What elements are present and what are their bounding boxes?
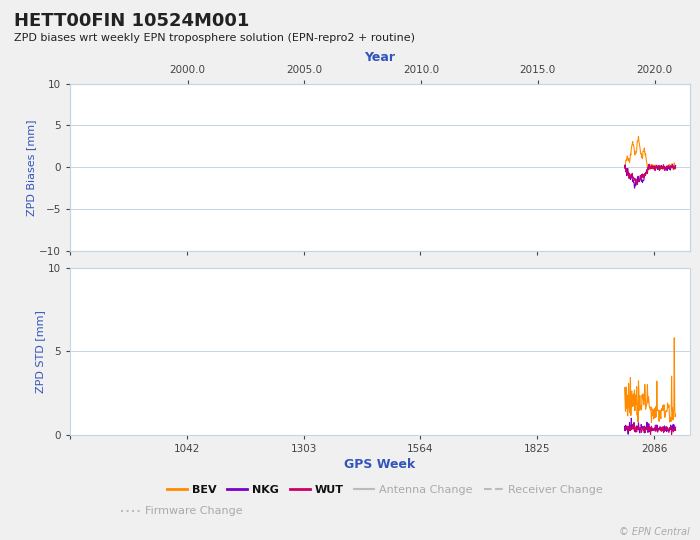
Y-axis label: ZPD STD [mm]: ZPD STD [mm] <box>35 310 45 393</box>
Y-axis label: ZPD Biases [mm]: ZPD Biases [mm] <box>27 119 36 215</box>
Legend: Firmware Change: Firmware Change <box>116 502 248 521</box>
X-axis label: Year: Year <box>364 51 395 64</box>
Text: HETT00FIN 10524M001: HETT00FIN 10524M001 <box>14 12 249 30</box>
Text: ZPD biases wrt weekly EPN troposphere solution (EPN-repro2 + routine): ZPD biases wrt weekly EPN troposphere so… <box>14 33 415 44</box>
Text: © EPN Central: © EPN Central <box>619 527 690 537</box>
X-axis label: GPS Week: GPS Week <box>344 458 415 471</box>
Legend: BEV, NKG, WUT, Antenna Change, Receiver Change: BEV, NKG, WUT, Antenna Change, Receiver … <box>163 481 607 500</box>
